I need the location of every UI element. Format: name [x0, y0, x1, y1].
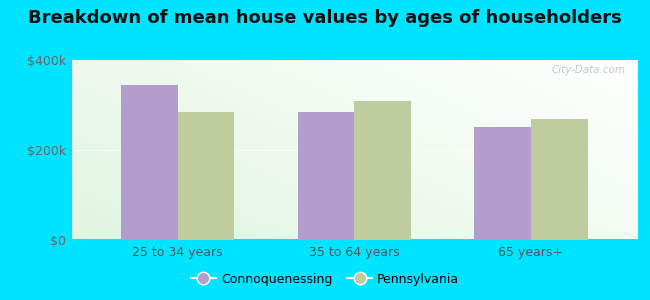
- Bar: [531, 119, 588, 240]
- Bar: [298, 112, 354, 240]
- Bar: [177, 112, 234, 240]
- Bar: [474, 127, 531, 240]
- Bar: [121, 85, 177, 240]
- Bar: [354, 101, 411, 240]
- Legend: Connoquenessing, Pennsylvania: Connoquenessing, Pennsylvania: [186, 268, 464, 291]
- Text: City-Data.com: City-Data.com: [552, 65, 626, 75]
- Text: Breakdown of mean house values by ages of householders: Breakdown of mean house values by ages o…: [28, 9, 622, 27]
